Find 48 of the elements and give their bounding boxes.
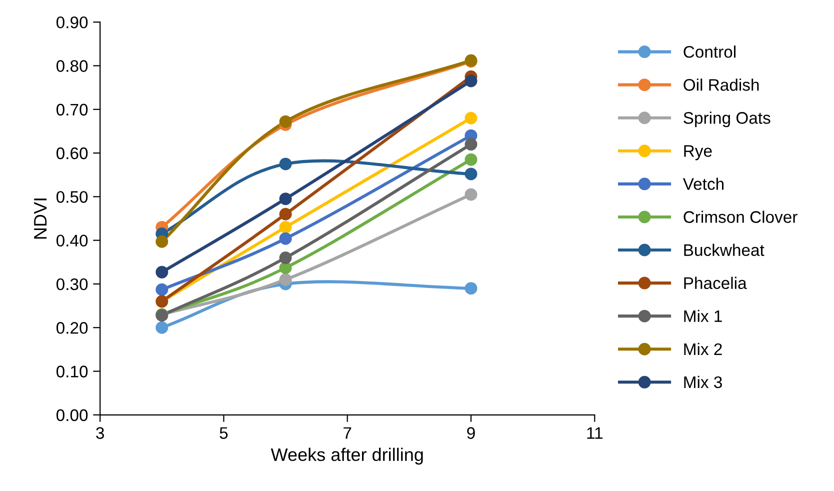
point — [279, 220, 292, 234]
x-tick-label: 11 — [587, 427, 602, 439]
point — [464, 188, 478, 201]
legend-label: Oil Radish — [684, 78, 759, 91]
point — [464, 74, 478, 88]
x-tick-label: 5 — [220, 427, 228, 439]
point — [156, 235, 168, 248]
y-tick-label: 0.00 — [56, 409, 88, 422]
point — [279, 232, 292, 245]
y-tick-label: 0.50 — [56, 191, 88, 203]
legend-label: Phacelia — [684, 276, 747, 290]
x-axis-title: Weeks after drilling — [270, 448, 423, 465]
legend-label: Crimson Clover — [684, 210, 798, 223]
legend-label: Vetch — [682, 178, 724, 190]
point — [156, 266, 168, 278]
x-tick-label: 9 — [467, 427, 475, 439]
y-tick-label: 0.40 — [56, 234, 88, 247]
y-tick-label: 0.20 — [56, 322, 88, 334]
point — [279, 158, 292, 170]
y-tick-label: 0.60 — [56, 147, 88, 160]
point — [279, 115, 292, 128]
point — [464, 282, 478, 295]
legend-label: Spring Oats — [684, 112, 770, 128]
y-tick-label: 0.90 — [56, 16, 88, 28]
point — [464, 112, 478, 124]
point — [279, 252, 292, 264]
legend-label: Rye — [684, 145, 712, 160]
point — [279, 273, 292, 286]
legend-label: Control — [684, 46, 736, 58]
point — [464, 138, 478, 151]
point — [279, 192, 292, 206]
point — [156, 321, 168, 334]
legend-label: Mix 2 — [684, 342, 722, 355]
y-tick-label: 0.30 — [56, 278, 88, 290]
legend-label: Mix 3 — [684, 376, 722, 388]
y-tick-label: 0.10 — [56, 366, 88, 378]
point — [156, 283, 168, 296]
x-tick-label: 3 — [96, 427, 104, 439]
x-tick-label: 7 — [344, 427, 352, 439]
point — [464, 168, 478, 180]
legend-label: Mix 1 — [684, 310, 722, 322]
y-axis-title: NDVI — [34, 198, 47, 239]
legend-label: Buckwheat — [684, 244, 764, 256]
point — [464, 153, 478, 166]
y-tick-label: 0.80 — [56, 60, 88, 72]
point — [279, 262, 292, 274]
y-tick-label: 0.70 — [56, 104, 88, 116]
point — [279, 208, 292, 220]
